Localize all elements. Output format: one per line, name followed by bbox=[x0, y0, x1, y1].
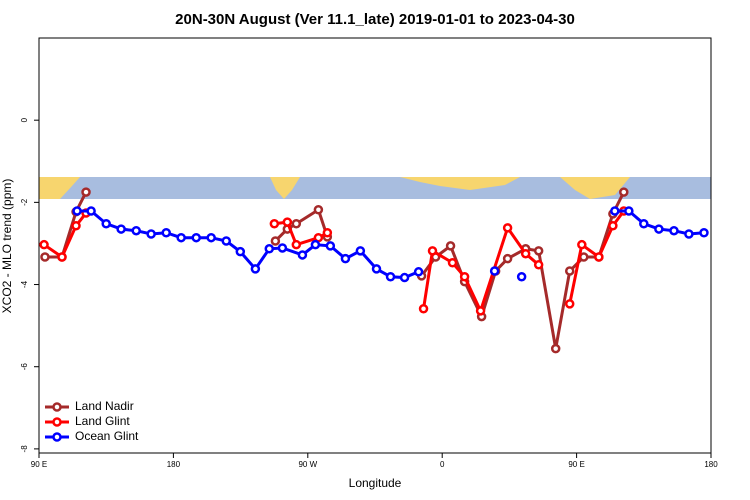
point bbox=[371, 264, 382, 274]
y-tick-label: -8 bbox=[20, 445, 29, 453]
y-tick-label: -4 bbox=[20, 280, 29, 288]
point bbox=[427, 246, 438, 256]
point bbox=[502, 253, 513, 264]
x-axis-label: Longitude bbox=[349, 476, 402, 490]
point bbox=[101, 218, 111, 229]
point bbox=[639, 218, 649, 229]
point bbox=[313, 205, 324, 215]
x-tick-label: 180 bbox=[167, 460, 181, 469]
legend-label: Ocean Glint bbox=[75, 429, 139, 443]
point bbox=[355, 246, 366, 256]
legend-label: Land Glint bbox=[75, 414, 130, 428]
point bbox=[654, 224, 664, 234]
point bbox=[624, 206, 634, 216]
point bbox=[399, 272, 410, 283]
point bbox=[520, 248, 531, 259]
point bbox=[385, 271, 396, 282]
y-tick-label: -6 bbox=[20, 363, 29, 371]
y-axis-label: XCO2 - MLO trend (ppm) bbox=[0, 179, 14, 314]
point bbox=[594, 252, 604, 262]
point bbox=[475, 306, 486, 316]
point bbox=[325, 241, 336, 251]
point bbox=[550, 343, 561, 354]
legend-marker bbox=[52, 417, 62, 427]
series-line bbox=[44, 191, 626, 349]
point bbox=[610, 206, 620, 216]
map-land bbox=[270, 177, 300, 199]
point bbox=[533, 260, 544, 270]
point bbox=[447, 258, 458, 268]
point bbox=[86, 206, 96, 216]
point bbox=[502, 223, 513, 233]
x-tick-label: 90 W bbox=[298, 460, 317, 469]
point bbox=[291, 239, 302, 250]
x-tick-label: 90 E bbox=[568, 460, 584, 469]
map-land bbox=[560, 177, 630, 199]
point bbox=[619, 187, 629, 197]
map-land bbox=[400, 177, 520, 190]
point bbox=[577, 239, 587, 250]
x-tick-label: 90 E bbox=[31, 460, 47, 469]
point bbox=[418, 304, 429, 314]
point bbox=[72, 206, 82, 216]
legend-marker bbox=[52, 432, 62, 442]
point bbox=[564, 266, 575, 276]
point bbox=[270, 236, 281, 246]
map-strip bbox=[39, 177, 711, 199]
point bbox=[191, 232, 201, 243]
point bbox=[221, 236, 232, 246]
point bbox=[235, 246, 246, 257]
map-land bbox=[39, 177, 80, 199]
point bbox=[533, 246, 544, 256]
point bbox=[146, 229, 156, 239]
point bbox=[608, 221, 618, 231]
point bbox=[116, 224, 126, 234]
point bbox=[445, 241, 456, 251]
point bbox=[81, 187, 91, 197]
point bbox=[176, 232, 186, 243]
point bbox=[340, 253, 351, 264]
point bbox=[684, 229, 694, 239]
point bbox=[489, 266, 500, 276]
point bbox=[413, 267, 424, 277]
legend-label: Land Nadir bbox=[75, 399, 134, 413]
point bbox=[564, 299, 575, 309]
point bbox=[264, 244, 275, 254]
legend-marker bbox=[52, 402, 62, 412]
y-tick-label: 0 bbox=[20, 117, 29, 122]
point bbox=[322, 228, 333, 238]
point bbox=[269, 218, 280, 229]
point bbox=[40, 252, 50, 262]
point bbox=[39, 239, 49, 250]
point bbox=[459, 271, 470, 282]
plot-frame bbox=[38, 37, 712, 454]
x-tick-label: 0 bbox=[440, 460, 445, 469]
point bbox=[250, 264, 261, 274]
x-tick-label: 180 bbox=[704, 460, 718, 469]
point bbox=[131, 225, 141, 236]
point bbox=[282, 217, 293, 227]
point bbox=[277, 243, 288, 253]
y-tick-label: -2 bbox=[20, 198, 29, 206]
point bbox=[310, 239, 321, 250]
point bbox=[71, 221, 81, 231]
point bbox=[161, 228, 171, 238]
point bbox=[206, 232, 216, 243]
point bbox=[57, 252, 67, 262]
point bbox=[291, 218, 302, 229]
point bbox=[699, 228, 709, 238]
chart-title: 20N-30N August (Ver 11.1_late) 2019-01-0… bbox=[175, 11, 575, 28]
point bbox=[669, 225, 679, 236]
point bbox=[297, 250, 308, 260]
point bbox=[516, 271, 527, 282]
